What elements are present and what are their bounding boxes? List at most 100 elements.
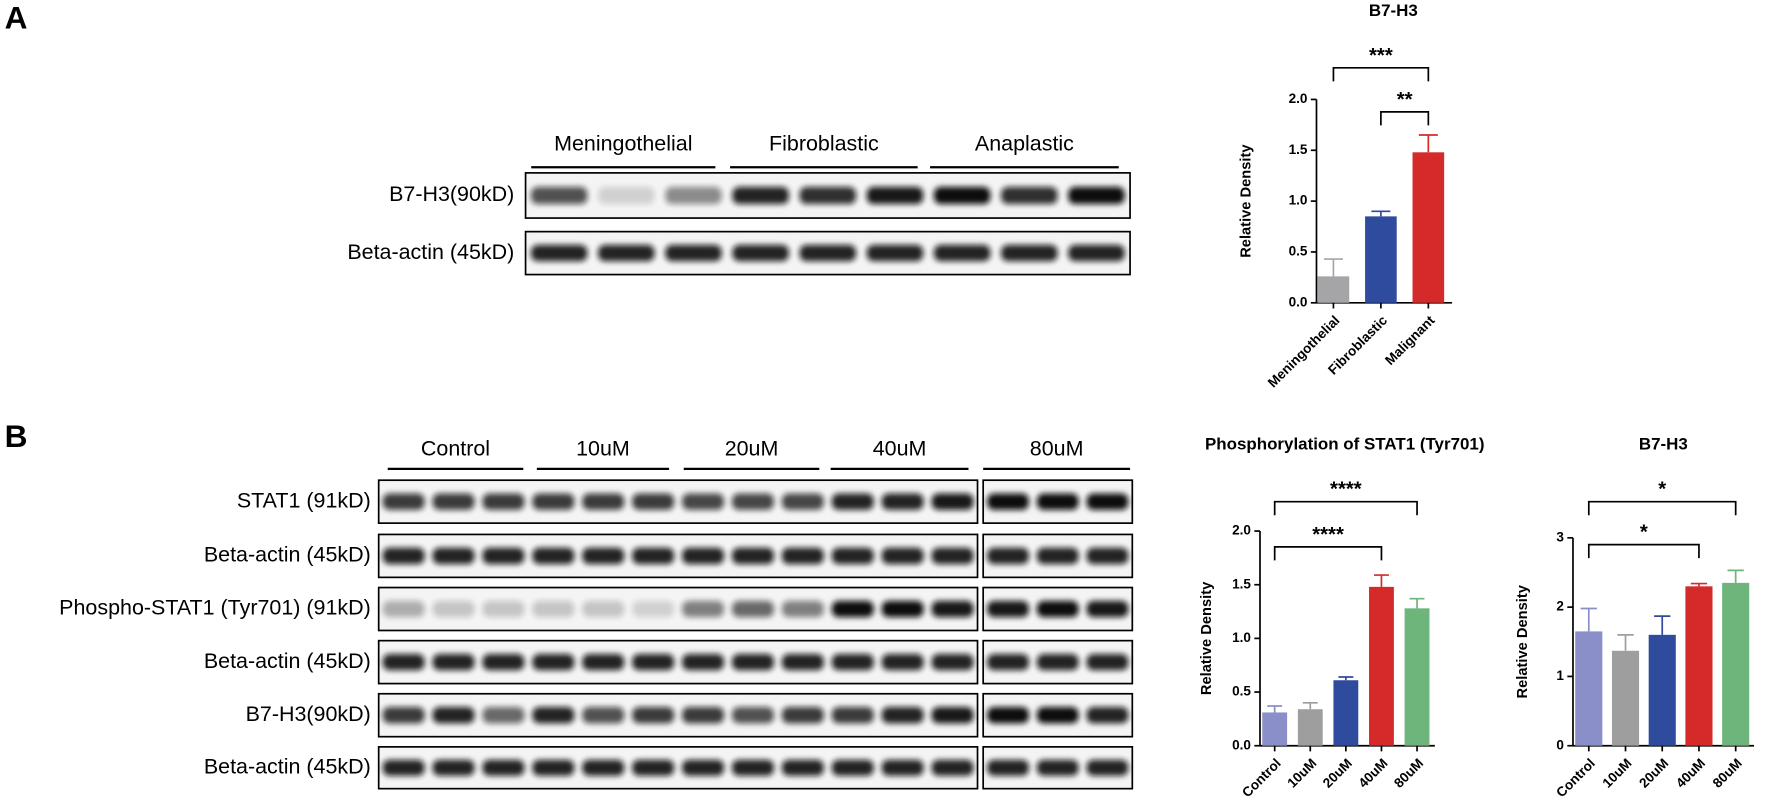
blot-band (987, 653, 1029, 671)
error-bar (1727, 569, 1744, 583)
y-axis-label: Relative Density (1199, 581, 1215, 695)
significance-label: * (1658, 479, 1666, 501)
y-tick-label: 0.5 (1289, 244, 1308, 259)
blot-band (682, 653, 725, 671)
blot-band (432, 600, 475, 618)
blot-group-label: Fibroblastic (769, 131, 879, 155)
blot-band (987, 600, 1029, 618)
blot-band (682, 600, 725, 618)
blot-band (831, 547, 874, 565)
blot-band (482, 493, 525, 510)
blot-band (1068, 186, 1125, 205)
x-tick-label: 10uM (1600, 756, 1635, 791)
x-tick-label: Meningothelial (1265, 313, 1343, 391)
blot-band (1001, 244, 1058, 262)
blot-band (881, 493, 924, 510)
blot-band (682, 707, 725, 724)
significance-label: ** (1397, 89, 1413, 111)
error-bar (1323, 258, 1343, 277)
blot-band (582, 600, 625, 618)
blot-row-label: Beta-actin (45kD) (204, 649, 371, 673)
y-tick-label: 3 (1556, 529, 1564, 544)
y-tick-label: 1.0 (1232, 630, 1251, 645)
y-tick-label: 1.0 (1289, 193, 1308, 208)
blot-band (931, 493, 974, 510)
blot-band (931, 547, 974, 565)
x-tick-label: 80uM (1710, 756, 1745, 791)
chart-title: B7-H3 (1639, 435, 1688, 454)
blot-band (598, 244, 655, 262)
blot-band (987, 759, 1029, 776)
blot-group-label: 10uM (576, 436, 630, 460)
significance-label: *** (1369, 45, 1393, 67)
y-tick-label: 0.0 (1232, 737, 1251, 752)
bar (1722, 582, 1750, 746)
blot-band (665, 186, 722, 205)
blot-band (931, 759, 974, 776)
blot-band (682, 493, 725, 510)
blot-band (582, 707, 625, 724)
blot-band (781, 547, 824, 565)
blot-band (1036, 759, 1079, 776)
blot-band (382, 493, 425, 510)
blot-band (532, 547, 575, 565)
blot-band (482, 547, 525, 565)
blot-band (432, 547, 475, 565)
blot-band (931, 653, 974, 671)
error-bar (1338, 676, 1354, 681)
blot-row-label: Beta-actin (45kD) (204, 543, 371, 567)
panel-label: B (5, 418, 28, 454)
blot-band (482, 653, 525, 671)
x-tick-label: Malignant (1382, 312, 1438, 368)
blot-band (931, 707, 974, 724)
blot-band (831, 759, 874, 776)
blot-band (731, 547, 774, 565)
blot-band (532, 493, 575, 510)
error-bar (1690, 582, 1708, 587)
blot-band (1036, 547, 1079, 565)
blot-band (632, 600, 675, 618)
y-tick-label: 2.0 (1289, 91, 1308, 106)
blot-band (1001, 186, 1058, 205)
bar (1317, 276, 1350, 303)
blot-group-label: 80uM (1030, 436, 1084, 460)
blot-band (732, 186, 789, 205)
blot-band (731, 759, 774, 776)
blot-band (1036, 600, 1079, 618)
blot-band (682, 759, 725, 776)
y-tick-label: 2.0 (1232, 523, 1251, 538)
blot-band (665, 244, 722, 262)
blot-band (1086, 759, 1129, 776)
blot-box (377, 639, 979, 685)
blot-band (799, 244, 857, 262)
x-tick-label: 80uM (1391, 756, 1426, 791)
blot-band (532, 600, 575, 618)
blot-row-label: Beta-actin (45kD) (347, 240, 514, 264)
error-bar (1654, 615, 1671, 635)
blot-row-label: STAT1 (91kD) (237, 488, 371, 512)
bar (1685, 586, 1713, 746)
blot-band (831, 653, 874, 671)
error-bar (1418, 134, 1438, 153)
blot-band (1086, 547, 1129, 565)
blot-band (482, 600, 525, 618)
bar (1262, 712, 1288, 746)
y-axis-label: Relative Density (1515, 584, 1531, 698)
blot-group-label: 40uM (873, 436, 927, 460)
x-tick-label: 20uM (1320, 756, 1355, 791)
blot-band (530, 186, 588, 205)
blot-band (866, 186, 924, 205)
x-tick-label: 20uM (1636, 756, 1671, 791)
blot-band (881, 759, 924, 776)
blot-band (987, 493, 1029, 510)
blot-band (582, 493, 625, 510)
blot-box (377, 533, 979, 579)
blot-band (831, 493, 874, 510)
blot-band (987, 547, 1029, 565)
blot-band (1036, 707, 1079, 724)
blot-band (866, 244, 924, 262)
error-bar (1267, 705, 1283, 713)
blot-band (382, 547, 425, 565)
blot-row-label: Phospho-STAT1 (Tyr701) (91kD) (59, 596, 371, 620)
blot-band (582, 759, 625, 776)
